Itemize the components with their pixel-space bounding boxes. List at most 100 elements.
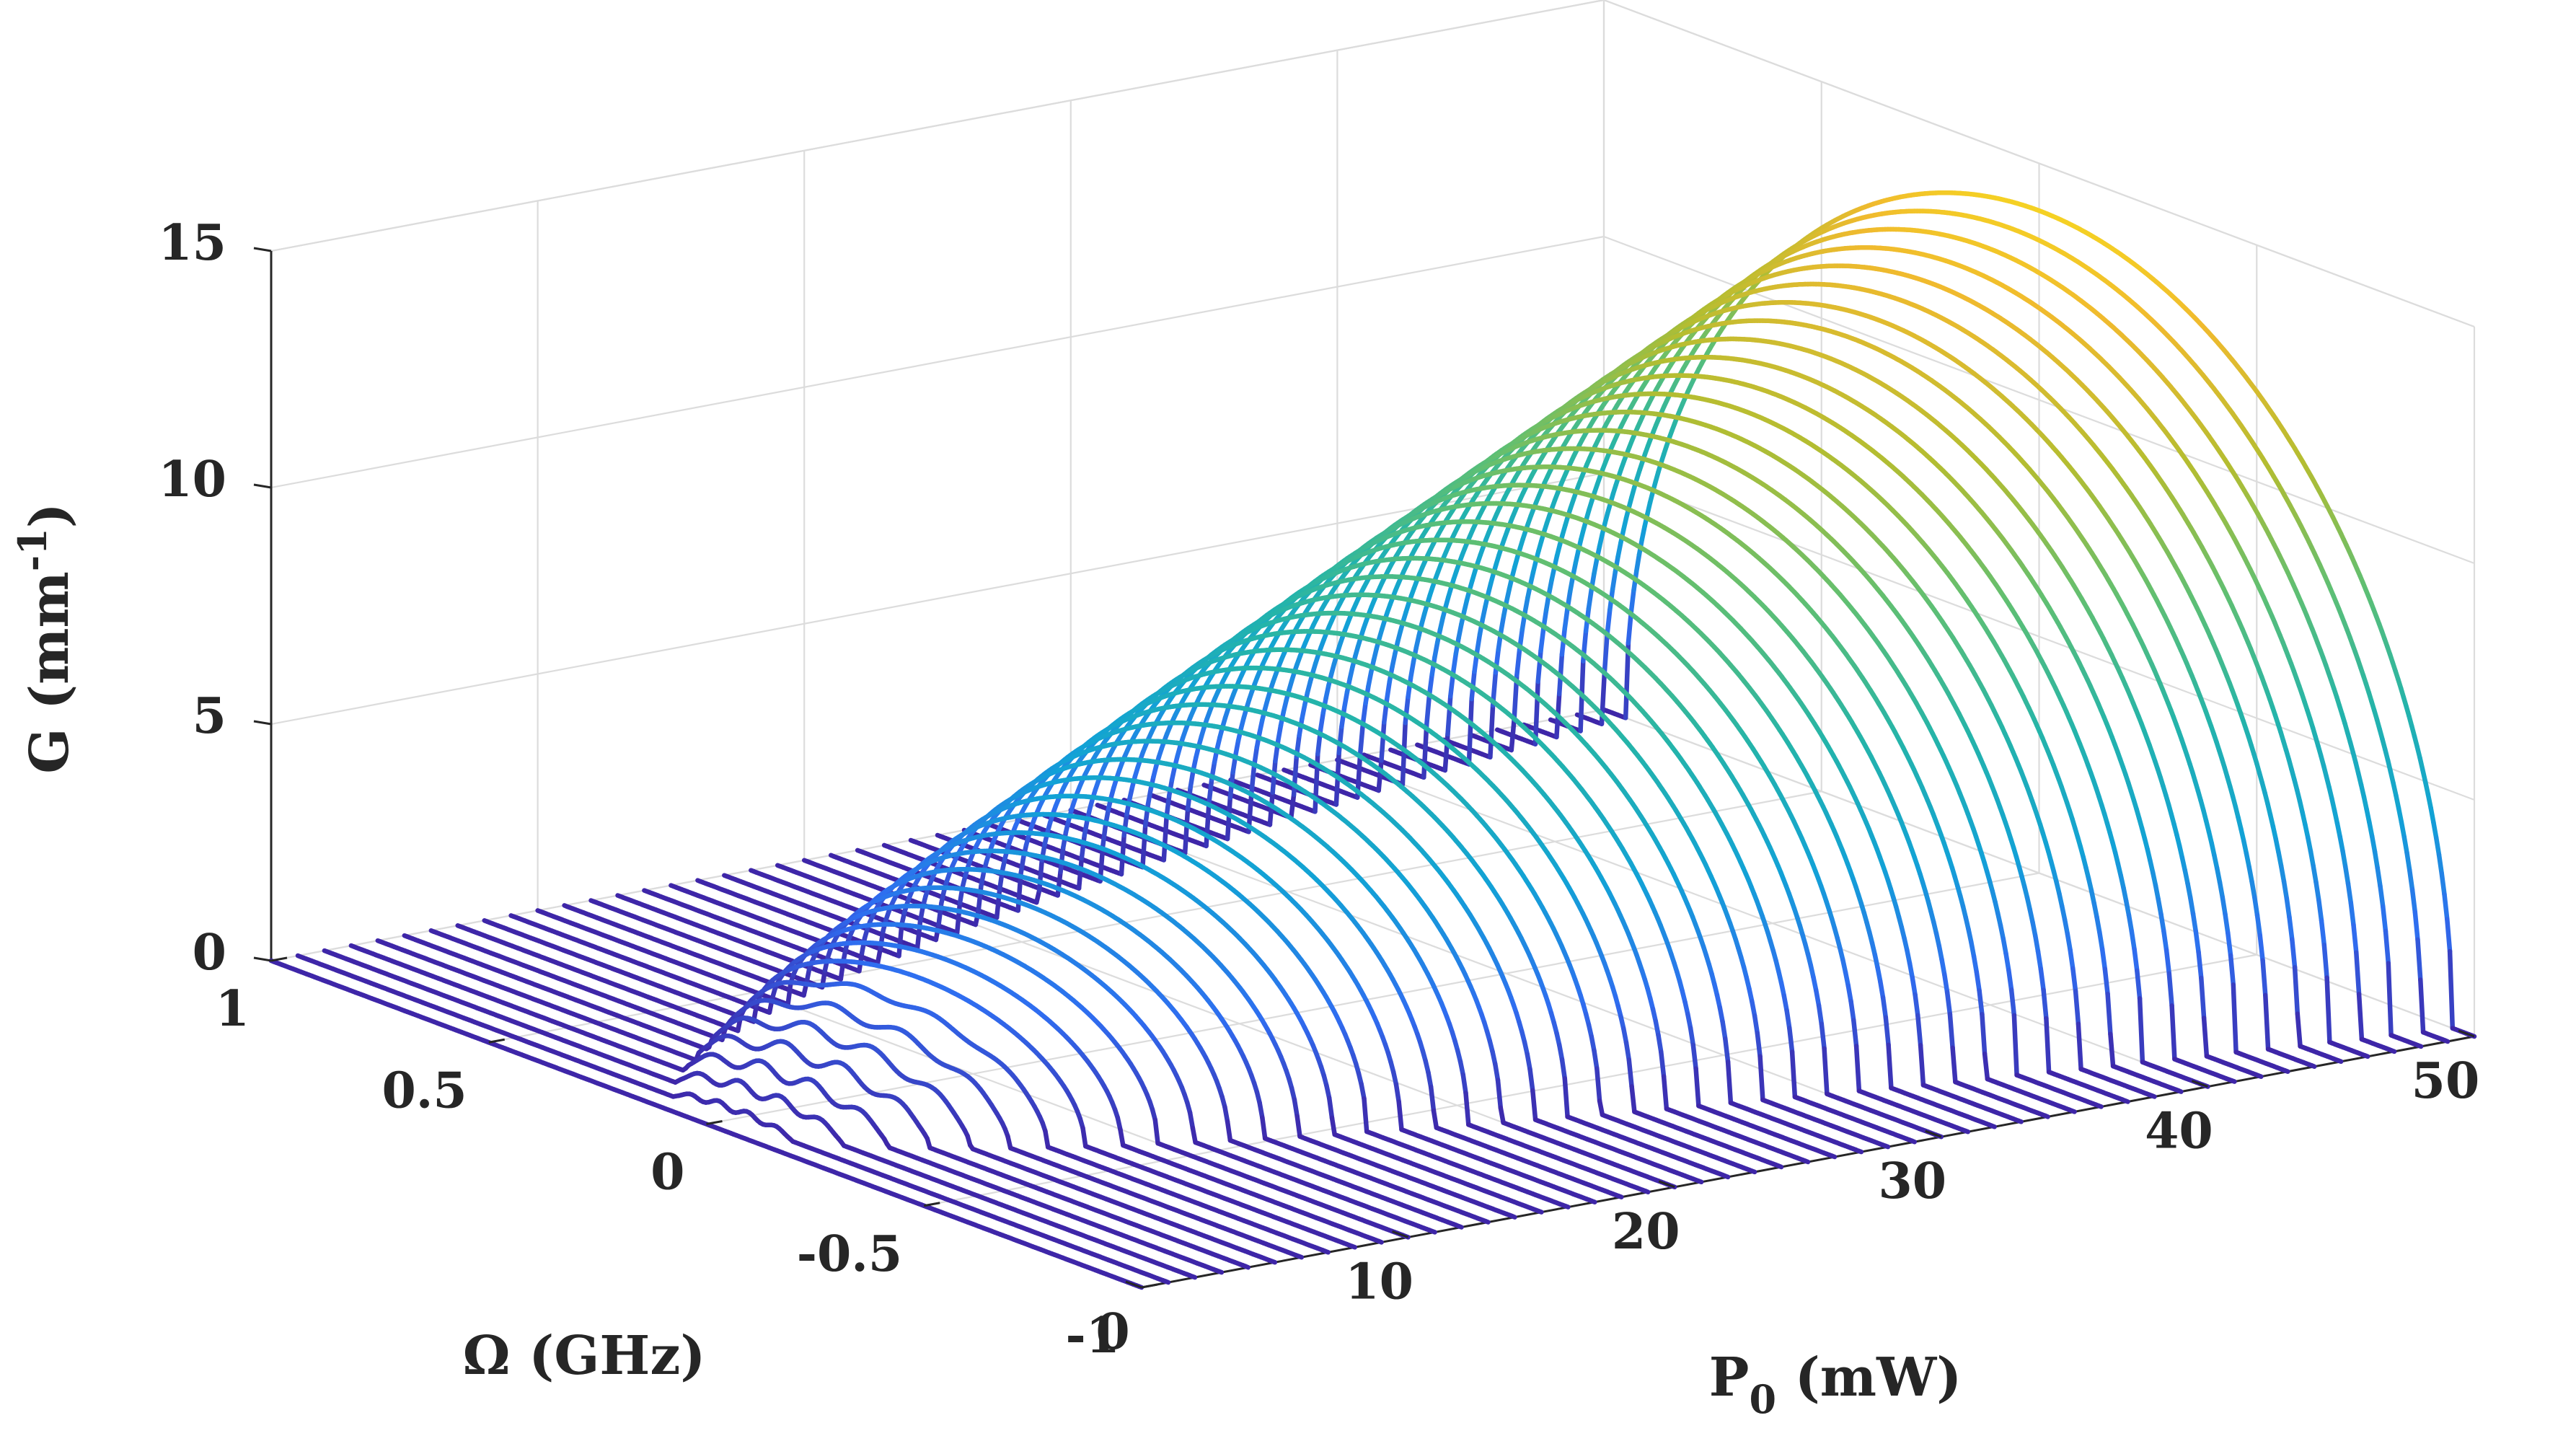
curve-segment [1424, 693, 1432, 728]
curve-segment [2404, 850, 2412, 873]
curve-segment [1499, 613, 1507, 634]
curve-segment [2254, 912, 2263, 938]
curve-segment [2108, 1031, 2116, 1069]
curve-segment [2412, 909, 2420, 943]
curve-segment [2076, 1021, 2083, 1072]
curve-segment [2193, 929, 2201, 955]
curve-segment [2041, 987, 2049, 1021]
curve-segment [2356, 992, 2365, 1042]
curve-segment [1360, 700, 1368, 726]
curve-segment [1289, 792, 1297, 820]
curve-segment [2372, 849, 2380, 871]
curve-segment [2070, 966, 2078, 994]
curve-segment [2252, 894, 2260, 918]
curve-segment [1509, 717, 1517, 753]
curve-segment [2011, 1013, 2019, 1078]
grid-line-floor-y [706, 872, 2039, 1125]
curve-segment [1445, 694, 1453, 737]
curve-segment [2166, 971, 2174, 1008]
curve-segment [2383, 928, 2391, 966]
curve-segment [1379, 720, 1387, 763]
curve-segment [2345, 881, 2354, 905]
curve-segment [2137, 996, 2145, 1065]
curve-segment [2158, 912, 2166, 933]
wall-top-edge [1603, 0, 2475, 328]
curve-segment [1403, 695, 1411, 726]
curve-segment [2263, 992, 2271, 1052]
curve-segment [2433, 835, 2442, 858]
grid-line-floor-y [924, 953, 2257, 1207]
curve-segment [2287, 915, 2295, 942]
grid-line-side-z [1603, 472, 2475, 801]
curve-segment [1592, 557, 1600, 576]
curve-segment [2439, 871, 2447, 897]
curve-segment [2044, 1016, 2052, 1075]
curve-segment [2443, 1038, 2451, 1044]
curve-segment [1488, 702, 1496, 760]
curve-segment [1400, 720, 1408, 787]
curve-segment [2436, 852, 2444, 876]
curve-segment [2321, 942, 2329, 980]
curve-segment [1602, 633, 1610, 677]
curve-segment [1336, 724, 1344, 756]
curve-segment [2319, 917, 2327, 948]
curve-segment [2199, 975, 2207, 1021]
curve-segment [2447, 948, 2456, 1031]
curve-segment [1623, 640, 1631, 721]
curve-segment [2190, 911, 2199, 934]
curve-segment [2442, 891, 2450, 922]
curve-segment [2161, 928, 2169, 953]
curve-segment [1384, 679, 1393, 702]
curve-segment [1376, 758, 1384, 793]
curve-segment [2354, 950, 2362, 997]
curve-segment [2068, 947, 2076, 972]
curve-segment [1466, 696, 1474, 767]
curve-segment [2416, 1043, 2424, 1049]
curve-segment [1475, 632, 1483, 654]
grid-layer [270, 0, 2476, 1289]
curve-segment [1442, 731, 1450, 773]
curve-segment [2228, 953, 2236, 987]
curve-segment [1357, 721, 1366, 757]
curve-segment [2038, 966, 2046, 992]
curve-segment [2257, 933, 2265, 963]
wall-top-edge [270, 0, 1605, 252]
curve-segment [2415, 937, 2423, 982]
curve-segment [2229, 1078, 2237, 1084]
curve-segment [2220, 894, 2228, 917]
curve-segment [1615, 540, 1623, 559]
curve-segment [1634, 552, 1642, 573]
curve-segment [2226, 930, 2233, 959]
curve-segment [2324, 975, 2332, 1045]
curve-segment [2256, 1073, 2264, 1079]
curve-segment [1562, 606, 1570, 632]
curve-segment [2399, 819, 2407, 840]
curve-segment [2126, 912, 2135, 934]
curve-segment [1406, 675, 1413, 700]
curve-segment [2363, 1053, 2370, 1060]
curve-segment [2169, 1003, 2177, 1062]
curve-segment [2201, 1016, 2210, 1059]
curve-segment [1610, 569, 1618, 592]
curve-segment [2231, 982, 2238, 1055]
curve-segment [2311, 863, 2319, 885]
curve-segment [2351, 922, 2359, 955]
curve-segment [1626, 610, 1633, 646]
curve-segment [2375, 865, 2383, 889]
curve-segment [2129, 928, 2137, 952]
curve-segment [1339, 705, 1347, 729]
curve-segment [2381, 904, 2388, 934]
curve-segment [2260, 958, 2268, 998]
curve-segment [1605, 607, 1613, 638]
curve-segment [2135, 968, 2143, 1001]
grid-line-back-z [270, 235, 1605, 489]
curve-segment [2105, 991, 2113, 1036]
curve-segment [2389, 1048, 2397, 1054]
curve-segment [1628, 587, 1636, 615]
curve-segment [2188, 895, 2196, 917]
curve-segment [2073, 989, 2081, 1026]
curve-segment [2102, 966, 2110, 997]
series-layer [268, 190, 2477, 1290]
curve-segment [2313, 879, 2321, 903]
